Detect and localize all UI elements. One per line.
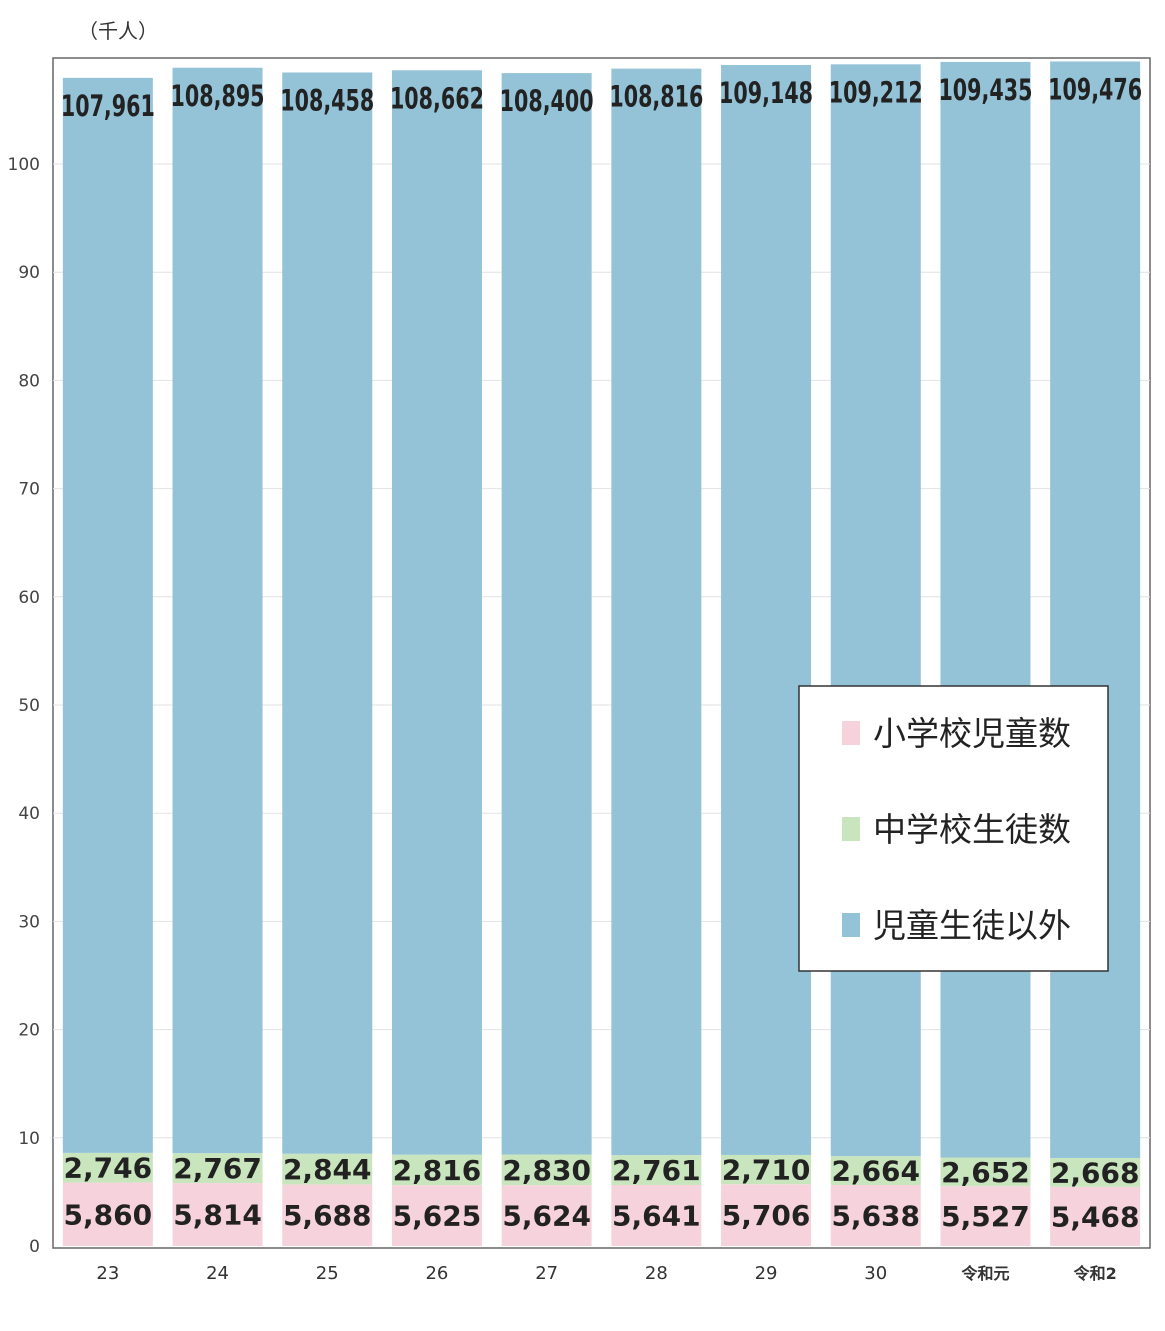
segment-value-label: 5,638 bbox=[831, 1199, 920, 1232]
bar-segment bbox=[611, 68, 702, 1156]
y-tick-label: 80 bbox=[18, 371, 40, 391]
bar-segment bbox=[501, 73, 592, 1155]
legend-swatch bbox=[842, 913, 860, 937]
data-labels: 5,860 2,746 107,961 5,814 2,767 108,895 5,688 2… bbox=[61, 72, 1142, 1233]
bar-segment bbox=[940, 1186, 1031, 1246]
x-axis-ticks: 23 24 25 26 27 28 29 30 令和元 令和2 bbox=[96, 1263, 1116, 1284]
bar-segment bbox=[830, 1184, 921, 1246]
bar-segment bbox=[282, 1184, 373, 1246]
segment-value-label: 5,814 bbox=[173, 1199, 262, 1232]
x-tick-label: 30 bbox=[864, 1263, 887, 1284]
total-value-label: 107,961 bbox=[61, 89, 155, 123]
segment-value-label: 2,761 bbox=[612, 1154, 701, 1187]
bar-segment bbox=[501, 1185, 592, 1246]
bar-segment bbox=[391, 1185, 482, 1246]
total-value-label: 109,212 bbox=[829, 75, 923, 109]
bar-segment bbox=[830, 1156, 921, 1185]
y-tick-label: 60 bbox=[18, 588, 40, 608]
bar-segment bbox=[282, 72, 373, 1154]
bar-segment bbox=[1050, 1157, 1141, 1187]
segment-value-label: 2,652 bbox=[941, 1156, 1030, 1189]
y-axis-ticks: 0 10 20 30 40 50 60 70 80 90 100 bbox=[8, 155, 40, 1257]
legend-label: 小学校児童数 bbox=[873, 714, 1071, 753]
bar-segment bbox=[172, 1183, 263, 1246]
bar-segment bbox=[830, 64, 921, 1157]
bar-segment bbox=[391, 70, 482, 1155]
x-tick-label: 25 bbox=[316, 1263, 339, 1284]
total-value-label: 109,435 bbox=[938, 73, 1032, 107]
bar-segment bbox=[940, 61, 1031, 1158]
total-value-label: 108,895 bbox=[171, 79, 265, 113]
segment-value-label: 2,767 bbox=[173, 1152, 262, 1185]
bar-segment bbox=[172, 1153, 263, 1184]
bar-segment bbox=[62, 77, 153, 1153]
segment-value-label: 2,710 bbox=[722, 1154, 811, 1187]
y-tick-label: 90 bbox=[18, 263, 40, 283]
segment-value-label: 2,830 bbox=[502, 1154, 591, 1187]
bar-segment bbox=[62, 1182, 153, 1246]
total-value-label: 108,400 bbox=[500, 84, 594, 118]
bar-segment bbox=[172, 67, 263, 1154]
bar-segment bbox=[611, 1155, 702, 1185]
segment-value-label: 2,664 bbox=[831, 1155, 920, 1188]
legend-swatch bbox=[842, 721, 860, 745]
bar-segment bbox=[940, 1157, 1031, 1187]
segment-value-label: 2,844 bbox=[283, 1153, 372, 1186]
bar-segment bbox=[611, 1184, 702, 1246]
y-tick-label: 70 bbox=[18, 480, 40, 500]
segment-value-label: 5,527 bbox=[941, 1200, 1030, 1233]
bar-segment bbox=[501, 1154, 592, 1186]
x-tick-label: 26 bbox=[425, 1263, 448, 1284]
total-value-label: 109,148 bbox=[719, 76, 813, 110]
segment-value-label: 2,746 bbox=[64, 1152, 153, 1185]
y-tick-label: 30 bbox=[18, 912, 40, 932]
legend-label: 児童生徒以外 bbox=[873, 906, 1071, 945]
segment-value-label: 5,688 bbox=[283, 1199, 372, 1232]
x-tick-label: 令和2 bbox=[1073, 1264, 1117, 1283]
segment-value-label: 5,624 bbox=[502, 1200, 591, 1233]
x-tick-label: 28 bbox=[645, 1263, 668, 1284]
segment-value-label: 5,860 bbox=[64, 1198, 153, 1231]
y-tick-label: 100 bbox=[8, 155, 40, 175]
x-tick-label: 27 bbox=[535, 1263, 558, 1284]
total-value-label: 108,662 bbox=[390, 81, 484, 115]
x-tick-label: 令和元 bbox=[960, 1264, 1009, 1283]
bar-segment bbox=[721, 1184, 812, 1246]
total-value-label: 108,816 bbox=[609, 80, 703, 114]
x-tick-label: 24 bbox=[206, 1263, 229, 1284]
total-value-label: 108,458 bbox=[280, 83, 374, 117]
legend-label: 中学校生徒数 bbox=[873, 810, 1071, 849]
y-tick-label: 0 bbox=[29, 1237, 40, 1257]
segment-value-label: 2,816 bbox=[393, 1154, 482, 1187]
x-tick-label: 23 bbox=[96, 1263, 119, 1284]
y-tick-label: 40 bbox=[18, 804, 40, 824]
bar-segment bbox=[62, 1152, 153, 1183]
bar-segment bbox=[721, 1154, 812, 1185]
y-tick-label: 50 bbox=[18, 696, 40, 716]
bar-segment bbox=[391, 1154, 482, 1186]
segment-value-label: 5,625 bbox=[393, 1200, 482, 1233]
segment-value-label: 5,641 bbox=[612, 1199, 701, 1232]
y-tick-label: 20 bbox=[18, 1021, 40, 1041]
bar-segment bbox=[721, 65, 812, 1155]
total-value-label: 109,476 bbox=[1048, 72, 1142, 106]
bar-segment bbox=[1050, 1186, 1141, 1246]
unit-label: （千人） bbox=[78, 19, 158, 43]
bar-segment bbox=[282, 1153, 373, 1185]
bars bbox=[62, 61, 1141, 1246]
segment-value-label: 5,468 bbox=[1051, 1200, 1140, 1233]
bar-segment bbox=[1050, 61, 1141, 1158]
segment-value-label: 2,668 bbox=[1051, 1156, 1140, 1189]
x-tick-label: 29 bbox=[755, 1263, 778, 1284]
y-tick-label: 10 bbox=[18, 1129, 40, 1149]
legend-swatch bbox=[842, 817, 860, 841]
segment-value-label: 5,706 bbox=[722, 1199, 811, 1232]
